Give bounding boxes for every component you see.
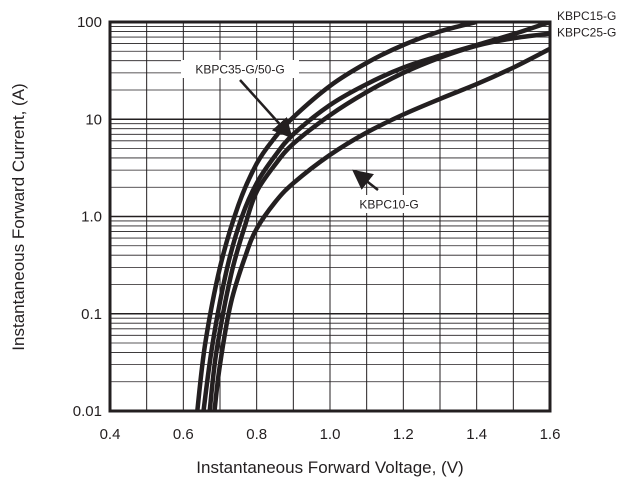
x-tick-label: 1.0 bbox=[320, 426, 341, 443]
x-axis-ticks: 0.4 0.6 0.8 1.0 1.2 1.4 1.6 bbox=[100, 426, 561, 443]
y-tick-label: 10 bbox=[85, 111, 102, 128]
x-axis-title: Instantaneous Forward Voltage, (V) bbox=[196, 458, 463, 477]
y-tick-label: 1.0 bbox=[81, 209, 102, 226]
x-tick-label: 1.6 bbox=[540, 426, 561, 443]
x-tick-label: 1.2 bbox=[393, 426, 414, 443]
x-tick-label: 1.4 bbox=[466, 426, 487, 443]
y-tick-label: 0.1 bbox=[81, 306, 102, 323]
annotation-arrow bbox=[239, 79, 293, 139]
annotation-arrow bbox=[352, 169, 379, 191]
annotation-kbpc25: KBPC25-G bbox=[557, 26, 616, 40]
curve-kbpc10-g bbox=[212, 46, 550, 411]
plot-area-frame bbox=[108, 20, 552, 413]
annotation-kbpc10: KBPC10-G bbox=[359, 198, 418, 212]
series-annotations: KBPC35-G/50-G KBPC10-G KBPC15-G KBPC25-G bbox=[181, 9, 616, 213]
annotation-kbpc35-50: KBPC35-G/50-G bbox=[195, 63, 284, 77]
x-tick-label: 0.8 bbox=[246, 426, 267, 443]
x-tick-label: 0.6 bbox=[173, 426, 194, 443]
y-axis-title: Instantaneous Forward Current, (A) bbox=[9, 83, 28, 350]
curve-kbpc25-g bbox=[207, 31, 550, 411]
y-axis-ticks: 0.01 0.1 1.0 10 100 bbox=[73, 14, 102, 420]
annotation-kbpc15: KBPC15-G bbox=[557, 9, 616, 23]
y-tick-label: 0.01 bbox=[73, 403, 102, 420]
y-tick-label: 100 bbox=[77, 14, 102, 31]
x-tick-label: 0.4 bbox=[100, 426, 121, 443]
annotation-box bbox=[349, 195, 429, 213]
annotation-box bbox=[181, 60, 299, 78]
